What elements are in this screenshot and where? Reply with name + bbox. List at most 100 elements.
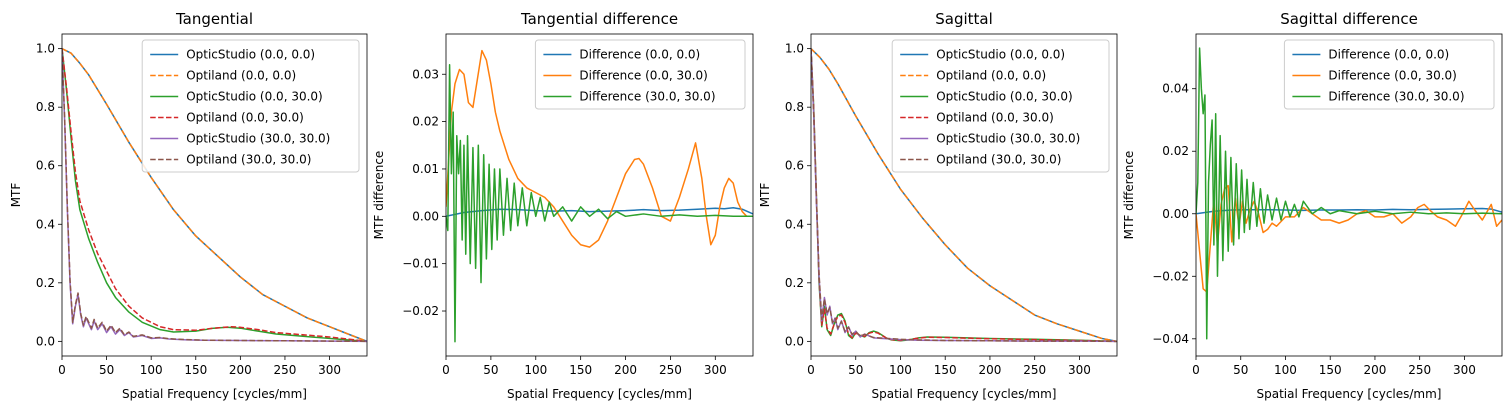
x-axis-label: Spatial Frequency [cycles/mm] xyxy=(1257,387,1442,401)
chart-panel-3: Sagittal 0 50 100 150 200 250 300 0.0 0.2 0.4 0.6 0.… xyxy=(758,10,1118,401)
x-tick-label: 150 xyxy=(569,363,592,377)
y-tick-label: −0.02 xyxy=(1152,269,1189,283)
x-tick-label: 300 xyxy=(318,363,341,377)
y-axis-label: MTF xyxy=(758,183,772,208)
y-tick-label: −0.01 xyxy=(402,257,439,271)
chart-title: Tangential xyxy=(175,10,253,28)
legend-label: Optiland (30.0, 30.0) xyxy=(186,153,311,167)
x-tick-label: 100 xyxy=(140,363,163,377)
chart-title: Sagittal xyxy=(935,10,993,28)
series-line-3 xyxy=(446,64,753,343)
x-tick-label: 250 xyxy=(659,363,682,377)
legend-label: OpticStudio (0.0, 30.0) xyxy=(936,90,1073,104)
x-axis-label: Spatial Frequency [cycles/mm] xyxy=(872,387,1057,401)
y-tick-label: 0.6 xyxy=(785,159,804,173)
legend-label: Difference (0.0, 0.0) xyxy=(579,48,700,62)
x-tick-label: 200 xyxy=(229,363,252,377)
y-tick-label: −0.04 xyxy=(1152,332,1189,346)
y-tick-label: 0.2 xyxy=(785,276,804,290)
x-tick-label: 0 xyxy=(58,363,66,377)
series-line-4 xyxy=(62,48,367,343)
y-axis-label: MTF difference xyxy=(372,151,386,240)
chart-title: Tangential difference xyxy=(520,10,678,28)
x-tick-label: 0 xyxy=(442,363,450,377)
x-tick-label: 50 xyxy=(848,363,863,377)
y-tick-label: −0.02 xyxy=(402,304,439,318)
chart-panel-2: Tangential difference 0 50 100 150 200 250 300 −… xyxy=(372,10,754,401)
series-line-1 xyxy=(446,207,753,218)
x-tick-label: 150 xyxy=(1319,363,1342,377)
legend: Difference (0.0, 0.0) Difference (0.0, 30… xyxy=(1283,39,1495,110)
x-tick-label: 50 xyxy=(483,363,498,377)
legend-box xyxy=(891,39,1110,173)
x-tick-label: 0 xyxy=(807,363,815,377)
x-tick-label: 200 xyxy=(614,363,637,377)
y-tick-label: 0.03 xyxy=(412,67,439,81)
legend-label: Difference (0.0, 30.0) xyxy=(579,69,707,83)
y-tick-label: 1.0 xyxy=(36,42,55,56)
legend: OpticStudio (0.0, 0.0) Optiland (0.0, 0.0… xyxy=(141,39,360,173)
x-tick-label: 250 xyxy=(274,363,297,377)
chart-title: Sagittal difference xyxy=(1280,10,1418,28)
series-line-2 xyxy=(1196,184,1502,293)
y-tick-label: 0.8 xyxy=(785,100,804,114)
legend: OpticStudio (0.0, 0.0) Optiland (0.0, 0.0… xyxy=(891,39,1110,173)
legend-label: Optiland (0.0, 30.0) xyxy=(186,111,304,125)
x-tick-label: 300 xyxy=(1068,363,1091,377)
chart-panel-4: Sagittal difference 0 50 100 150 200 250 300 −0.… xyxy=(1122,10,1503,401)
y-tick-label: 0.02 xyxy=(1162,144,1189,158)
axes-frame xyxy=(445,33,754,357)
series-line-6 xyxy=(811,48,1117,343)
series-line-2 xyxy=(62,47,367,343)
legend-label: Difference (30.0, 30.0) xyxy=(1328,90,1464,104)
legend-label: Difference (0.0, 30.0) xyxy=(1328,69,1456,83)
legend-label: OpticStudio (0.0, 0.0) xyxy=(936,48,1065,62)
x-tick-label: 250 xyxy=(1023,363,1046,377)
legend-label: Optiland (0.0, 0.0) xyxy=(186,69,296,83)
series-line-4 xyxy=(811,48,1117,343)
x-tick-label: 50 xyxy=(1233,363,1248,377)
series-line-2 xyxy=(811,48,1117,343)
series-line-6 xyxy=(62,48,367,343)
chart-panel-1: Tangential 0 50 100 150 200 250 300 0.0 0.2 0.4 0.6… xyxy=(9,10,368,401)
legend-label: OpticStudio (0.0, 30.0) xyxy=(186,90,323,104)
plot-area xyxy=(811,48,1117,343)
legend-label: Optiland (30.0, 30.0) xyxy=(936,153,1061,167)
plot-area xyxy=(446,49,753,343)
legend-label: Difference (30.0, 30.0) xyxy=(579,90,715,104)
legend-label: Optiland (0.0, 0.0) xyxy=(936,69,1046,83)
legend-box xyxy=(1283,39,1495,110)
legend-label: OpticStudio (0.0, 0.0) xyxy=(186,48,315,62)
x-tick-label: 200 xyxy=(978,363,1001,377)
legend-box xyxy=(534,39,746,110)
y-tick-label: 0.4 xyxy=(36,217,55,231)
y-tick-label: 0.8 xyxy=(36,100,55,114)
y-tick-label: 0.0 xyxy=(785,334,804,348)
y-tick-label: 0.6 xyxy=(36,159,55,173)
x-tick-label: 100 xyxy=(1274,363,1297,377)
axes-frame xyxy=(1195,33,1503,357)
y-tick-label: 0.01 xyxy=(412,162,439,176)
x-tick-label: 100 xyxy=(889,363,912,377)
plot-area xyxy=(62,47,367,343)
y-tick-label: 0.04 xyxy=(1162,82,1189,96)
x-tick-label: 150 xyxy=(934,363,957,377)
series-line-3 xyxy=(1196,47,1502,340)
series-line-2 xyxy=(446,49,753,248)
x-tick-label: 300 xyxy=(704,363,727,377)
x-tick-label: 250 xyxy=(1408,363,1431,377)
y-tick-label: 0.02 xyxy=(412,115,439,129)
y-axis-label: MTF xyxy=(9,183,23,208)
legend-box xyxy=(141,39,360,173)
x-tick-label: 150 xyxy=(184,363,207,377)
series-line-3 xyxy=(62,48,367,343)
x-tick-label: 300 xyxy=(1453,363,1476,377)
x-tick-label: 0 xyxy=(1192,363,1200,377)
y-tick-label: 0.0 xyxy=(36,334,55,348)
legend-label: OpticStudio (30.0, 30.0) xyxy=(186,132,330,146)
plot-area xyxy=(1196,47,1502,340)
y-tick-label: 0.00 xyxy=(412,209,439,223)
y-tick-label: 0.00 xyxy=(1162,207,1189,221)
x-tick-label: 200 xyxy=(1363,363,1386,377)
